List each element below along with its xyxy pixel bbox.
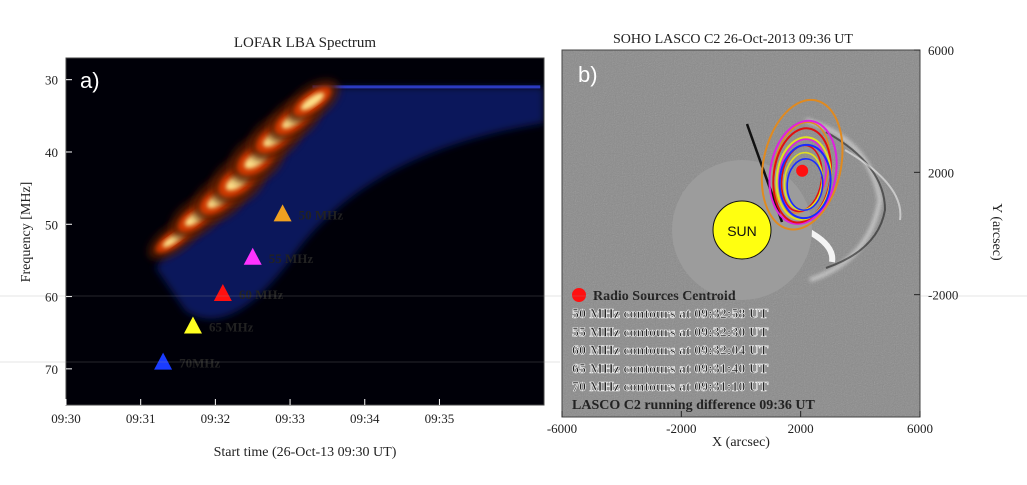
frequency-marker-triangle [243, 247, 262, 265]
lasco-panel-label: b) [578, 62, 598, 87]
frequency-marker-triangle [213, 283, 232, 301]
radio-centroid-point [796, 164, 809, 177]
lasco-title: SOHO LASCO C2 26-Oct-2013 09:36 UT [613, 32, 853, 47]
lasco-y-axis-label: Y (arcsec) [989, 203, 1004, 261]
legend-centroid-marker [572, 288, 586, 302]
x-tick-label: 09:33 [275, 411, 305, 426]
frequency-marker-label: 55 MHz [269, 251, 314, 266]
lasco-image-frame [561, 49, 921, 418]
spectrum-axes: 09:30 09:31 09:32 09:33 09:34 09:35 30 40 50 60 70 [45, 73, 454, 426]
burst-core-inner [300, 92, 325, 111]
frequency-marker-triangle [154, 352, 173, 370]
y-tick-label: 40 [45, 145, 58, 160]
x-tick-label: 09:32 [201, 411, 231, 426]
spectrum-panel: LOFAR LBA Spectrum 50 MHz 55 MHz 60 MHz 65 … [19, 35, 545, 460]
frequency-marker-label: 70MHz [179, 356, 220, 371]
spectrum-y-axis-label: Frequency [MHz] [19, 182, 34, 283]
frequency-marker-triangle [183, 316, 202, 334]
y-tick-label: 70 [45, 362, 58, 377]
y-tick-label: 50 [45, 217, 58, 232]
legend-entry: 70 MHz contours at 09:31:10 UT [572, 380, 769, 395]
x-tick-label: -6000 [547, 421, 577, 436]
y-tick-label: 6000 [928, 43, 954, 58]
radio-contour-inner [786, 158, 824, 211]
legend-entry: 50 MHz contours at 09:32:58 UT [572, 307, 769, 322]
spectrum-panel-label: a) [80, 68, 100, 93]
lasco-panel: SOHO LASCO C2 26-Oct-2013 09:36 UT SUN b… [547, 32, 1004, 450]
lasco-axes: -6000 -2000 2000 6000 6000 2000 -2000 [547, 43, 959, 436]
radio-contours [760, 98, 844, 231]
lasco-x-axis-label: X (arcsec) [712, 435, 770, 450]
legend-entry: 65 MHz contours at 09:31:40 UT [572, 362, 769, 377]
x-tick-label: -2000 [666, 421, 696, 436]
legend-entry: 60 MHz contours at 09:32:04 UT [572, 344, 769, 359]
radio-contour-outer [760, 98, 844, 231]
y-tick-label: 2000 [928, 165, 954, 180]
legend-entry: LASCO C2 running difference 09:36 UT [572, 398, 815, 413]
x-tick-label: 09:30 [51, 411, 81, 426]
x-tick-label: 2000 [788, 421, 814, 436]
y-tick-label: 60 [45, 290, 58, 305]
x-tick-label: 09:35 [425, 411, 455, 426]
radio-contour-outer [768, 119, 838, 225]
frequency-marker-label: 65 MHz [209, 319, 254, 334]
lasco-legend: Radio Sources Centroid 50 MHz contours at… [572, 288, 815, 413]
radio-contour-outer [778, 143, 832, 220]
y-tick-label: 30 [45, 73, 58, 88]
sun-label: SUN [727, 223, 757, 239]
frequency-marker-label: 60 MHz [239, 287, 284, 302]
legend-entry: Radio Sources Centroid [593, 289, 736, 304]
frequency-markers: 50 MHz 55 MHz 60 MHz 65 MHz 70MHz [154, 204, 344, 371]
y-tick-label: -2000 [928, 288, 958, 303]
shock-front-line [745, 123, 784, 223]
spectrum-x-axis-label: Start time (26-Oct-13 09:30 UT) [214, 445, 397, 460]
x-tick-label: 09:34 [350, 411, 380, 426]
x-tick-label: 6000 [907, 421, 933, 436]
spectrum-title: LOFAR LBA Spectrum [234, 35, 377, 51]
spectrum-plot-frame [65, 57, 545, 406]
frequency-marker-label: 50 MHz [299, 207, 344, 222]
x-tick-label: 09:31 [126, 411, 156, 426]
frequency-marker-triangle [273, 204, 292, 222]
legend-entry: 55 MHz contours at 09:32:30 UT [572, 325, 769, 340]
sun-disk [712, 200, 772, 260]
